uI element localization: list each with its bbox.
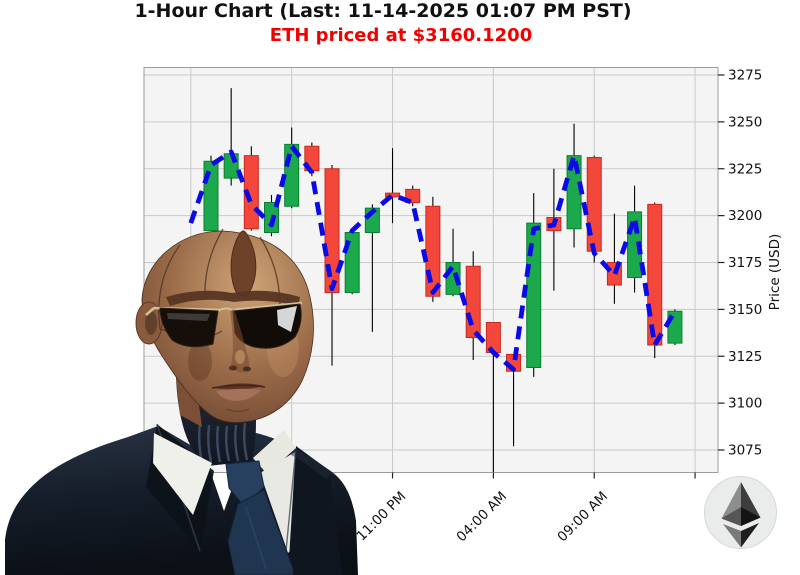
- chart-title: 1-Hour Chart (Last: 11-14-2025 01:07 PM …: [134, 0, 632, 22]
- agent-collar-right: [253, 430, 296, 474]
- agent-right-lapel: [288, 446, 342, 575]
- chart-subtitle: ETH priced at $3160.1200: [269, 25, 533, 46]
- candle: [566, 123, 582, 248]
- moving-average-line: [188, 143, 677, 372]
- y-tick-label: 3150: [728, 302, 762, 318]
- y-tick-label: 3125: [728, 349, 762, 365]
- y-tick-label: 3200: [728, 208, 762, 224]
- android-agent: [5, 228, 358, 575]
- agent-collar-left: [153, 433, 212, 515]
- ethereum-logo: [704, 476, 777, 549]
- ethereum-diamond-icon: [721, 482, 761, 548]
- agent-face: [211, 309, 266, 413]
- y-tick-label: 3250: [728, 114, 762, 130]
- candle: [667, 309, 683, 345]
- agent-forehead-seam: [230, 230, 257, 297]
- plot-border: [143, 67, 719, 473]
- y-tick-label: 3225: [728, 161, 762, 177]
- y-tick-label: 3075: [728, 443, 762, 459]
- y-axis-title: Price (USD): [767, 234, 783, 311]
- y-axis: 3275 3250 3225 3200 3175 3150 3125 3100 3075 Pric…: [718, 68, 783, 459]
- y-tick-label: 3275: [728, 68, 762, 84]
- x-tick-label: 09:00 AM: [554, 489, 611, 546]
- candle: [385, 148, 401, 224]
- agent-sunglasses: [145, 301, 303, 349]
- candle: [485, 322, 501, 473]
- y-tick-label: 3100: [728, 396, 762, 412]
- candle: [324, 165, 340, 366]
- agent-head: [135, 228, 314, 425]
- agent-brow: [166, 290, 300, 306]
- y-tick-label: 3175: [728, 255, 762, 271]
- agent-tie: [225, 460, 294, 575]
- x-axis: 11:00 PM 04:00 AM 09:00 AM: [353, 472, 696, 546]
- x-tick-label: 04:00 AM: [454, 489, 511, 546]
- candle: [526, 193, 542, 377]
